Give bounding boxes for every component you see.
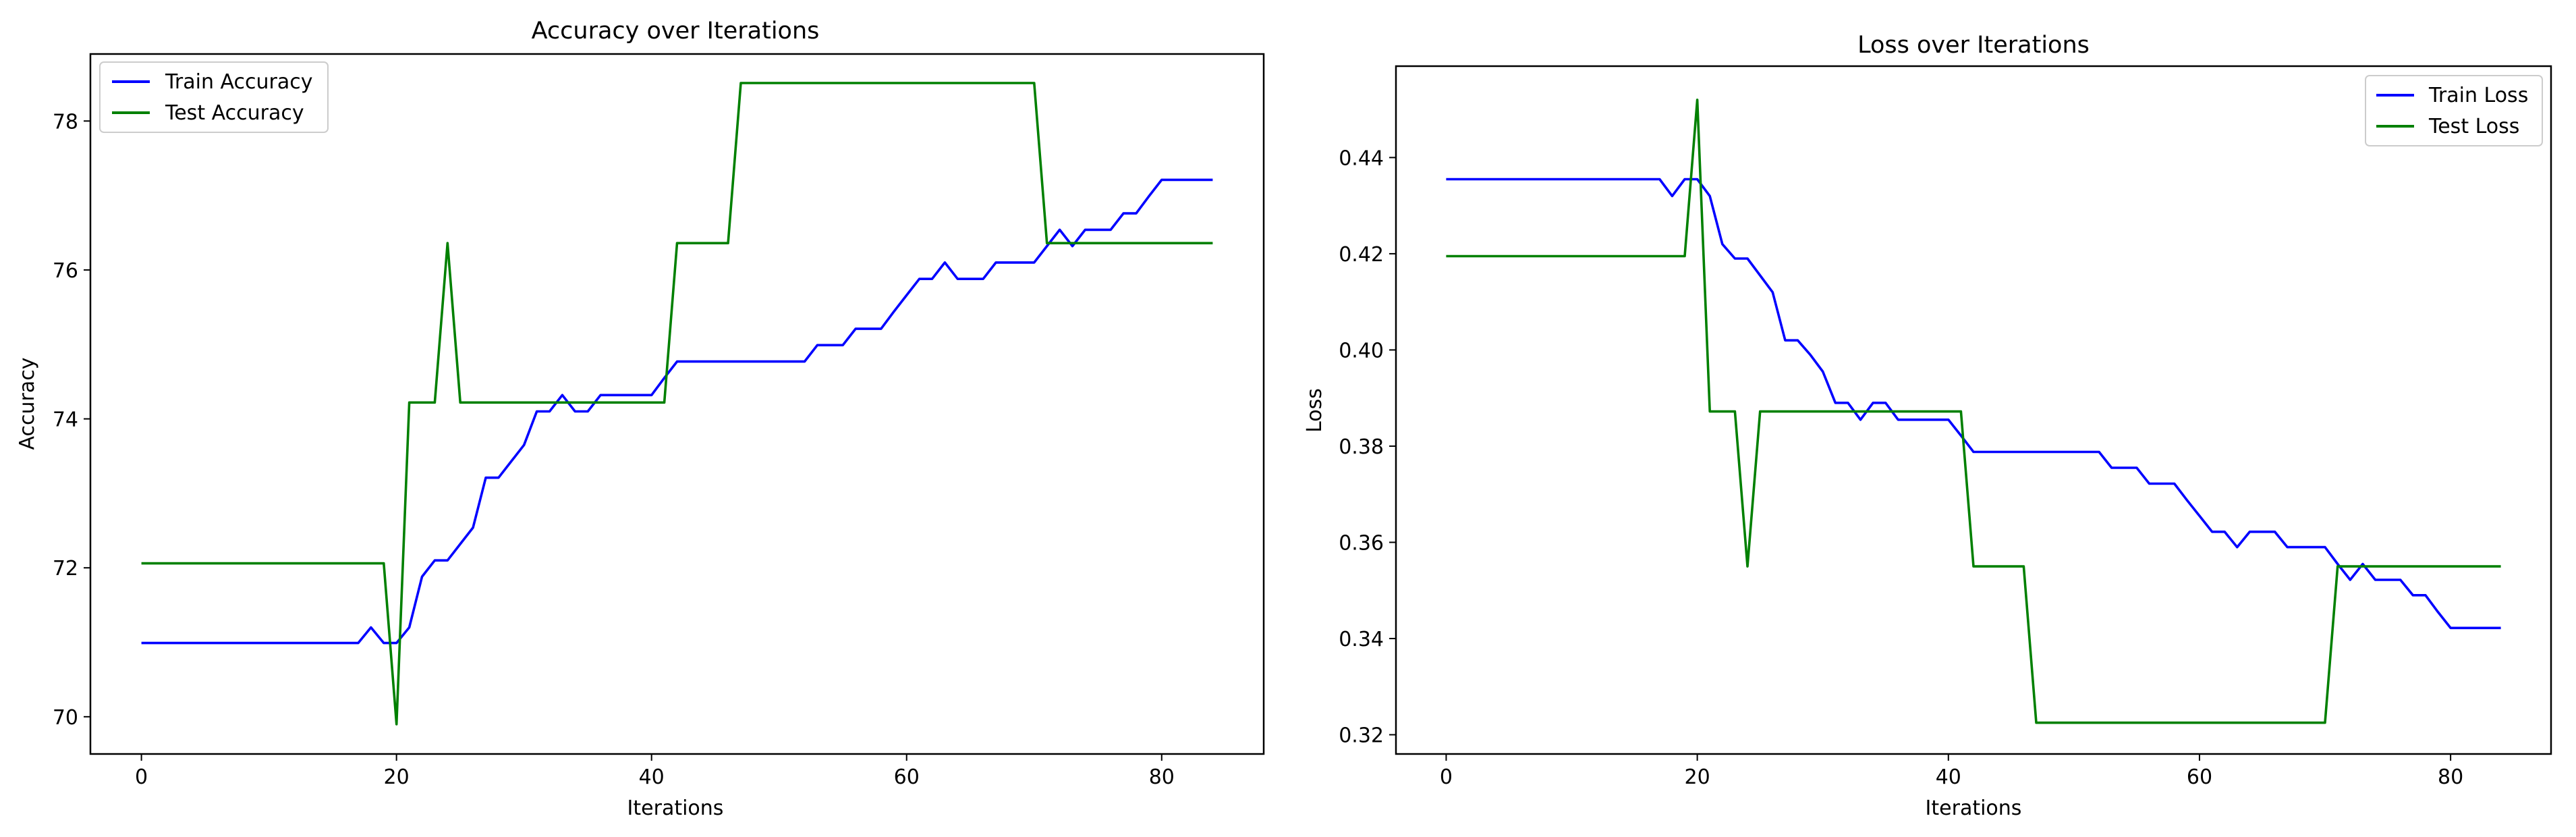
accuracy-y-tick-label: 78 [53,110,78,134]
accuracy-x-tick-label: 20 [384,765,410,789]
loss-x-tick-label: 0 [1440,765,1453,789]
loss-chart: Loss over Iterations 0 20 40 60 80 0.320.340… [1303,32,2552,820]
loss-series-line-test [1446,99,2501,724]
loss-y-tick-label: 0.44 [1339,146,1384,170]
loss-legend-train-label: Train Loss [2428,84,2528,107]
accuracy-y-axis: 70 72 74 76 78 [53,110,90,730]
loss-x-tick-label: 40 [1936,765,1961,789]
loss-y-tick-label: 0.40 [1339,339,1384,362]
loss-chart-plot [1446,99,2501,724]
loss-x-axis: 0 20 40 60 80 [1440,754,2463,789]
accuracy-x-axis: 0 20 40 60 80 [135,754,1175,789]
accuracy-chart-title: Accuracy over Iterations [532,18,820,45]
loss-legend-test-label: Test Loss [2428,115,2519,138]
loss-y-tick-label: 0.32 [1339,724,1384,747]
accuracy-legend-test-label: Test Accuracy [165,101,304,125]
accuracy-series-line-train [141,178,1213,645]
loss-legend: Train Loss Test Loss [2365,75,2543,146]
accuracy-x-tick-label: 80 [1149,765,1175,789]
loss-x-tick-label: 20 [1685,765,1710,789]
accuracy-y-tick-label: 74 [53,408,78,432]
accuracy-y-axis-label: Accuracy [16,358,39,450]
loss-y-tick-label: 0.34 [1339,628,1384,651]
accuracy-y-tick-label: 70 [53,706,78,730]
loss-legend-box [2365,75,2543,146]
loss-y-axis-label: Loss [1303,388,1326,433]
accuracy-chart: Accuracy over Iterations 0 20 40 60 80 70727… [16,18,1265,820]
accuracy-legend-box [99,61,329,133]
accuracy-y-tick-label: 72 [53,557,78,580]
accuracy-x-axis-label: Iterations [627,796,724,820]
accuracy-x-tick-label: 60 [894,765,920,789]
loss-y-axis: 0.32 0.34 0.36 0.38 0.40 0.42 0.44 [1339,146,1396,747]
accuracy-legend-train-label: Train Accuracy [165,70,312,94]
accuracy-chart-plot [141,82,1213,726]
accuracy-series-line-test [141,82,1213,726]
loss-y-tick-label: 0.36 [1339,531,1384,555]
accuracy-x-tick-label: 40 [639,765,665,789]
loss-chart-frame [1395,65,2552,755]
accuracy-chart-frame [89,53,1265,755]
loss-chart-title: Loss over Iterations [1857,32,2090,59]
loss-x-axis-label: Iterations [1926,796,2022,820]
accuracy-x-tick-label: 0 [135,765,148,789]
accuracy-y-tick-label: 76 [53,259,78,283]
loss-series-line-train [1446,178,2501,630]
loss-x-tick-label: 80 [2438,765,2463,789]
accuracy-legend: Train Accuracy Test Accuracy [99,61,329,133]
loss-y-tick-label: 0.42 [1339,243,1384,267]
loss-y-tick-label: 0.38 [1339,435,1384,459]
loss-x-tick-label: 60 [2187,765,2212,789]
